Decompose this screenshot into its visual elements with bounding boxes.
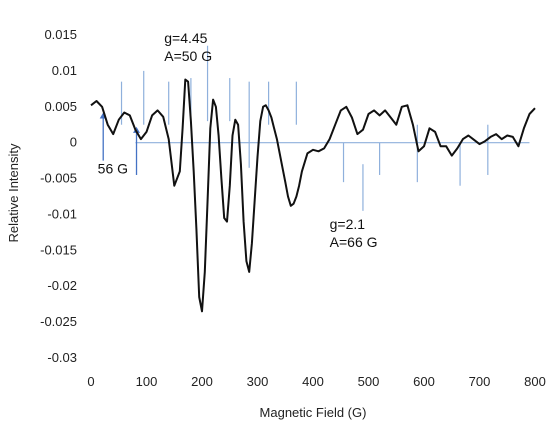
spectrum-line <box>90 78 536 313</box>
y-tick-label: -0.03 <box>47 350 77 365</box>
y-tick-label: -0.025 <box>40 314 77 329</box>
x-tick-label: 600 <box>413 374 435 389</box>
x-tick-label: 0 <box>87 374 94 389</box>
x-tick-label: 200 <box>191 374 213 389</box>
annotation-text: A=66 G <box>330 234 378 250</box>
x-tick-label: 800 <box>524 374 546 389</box>
x-tick-label: 100 <box>136 374 158 389</box>
annotation-text: 56 G <box>98 161 128 177</box>
x-axis-title: Magnetic Field (G) <box>260 405 367 420</box>
y-tick-label: -0.01 <box>47 206 77 221</box>
annotation-text: g=2.1 <box>330 216 366 232</box>
annotations: g=4.45 A=50 G 56 G g=2.1 A=66 G <box>98 30 378 250</box>
marker-lines <box>120 45 489 211</box>
x-tick-label: 500 <box>358 374 380 389</box>
annotation-text: g=4.45 <box>164 30 207 46</box>
annotation-text: A=50 G <box>164 48 212 64</box>
x-tick-label: 400 <box>302 374 324 389</box>
y-tick-label: 0.015 <box>44 27 77 42</box>
x-tick-label: 700 <box>469 374 491 389</box>
y-tick-label: -0.015 <box>40 242 77 257</box>
series-group <box>90 78 536 313</box>
y-tick-label: -0.005 <box>40 171 77 186</box>
y-tick-label: 0 <box>70 135 77 150</box>
y-axis-ticks: -0.03 -0.025 -0.02 -0.015 -0.01 -0.005 0 0.005 0… <box>40 27 77 365</box>
y-axis-title: Relative Intensity <box>6 143 21 242</box>
y-tick-label: -0.02 <box>47 278 77 293</box>
y-tick-label: 0.005 <box>44 99 77 114</box>
x-axis-ticks: 0 100 200 300 400 500 600 700 800 <box>87 374 545 389</box>
x-tick-label: 300 <box>247 374 269 389</box>
y-tick-label: 0.01 <box>52 63 77 78</box>
